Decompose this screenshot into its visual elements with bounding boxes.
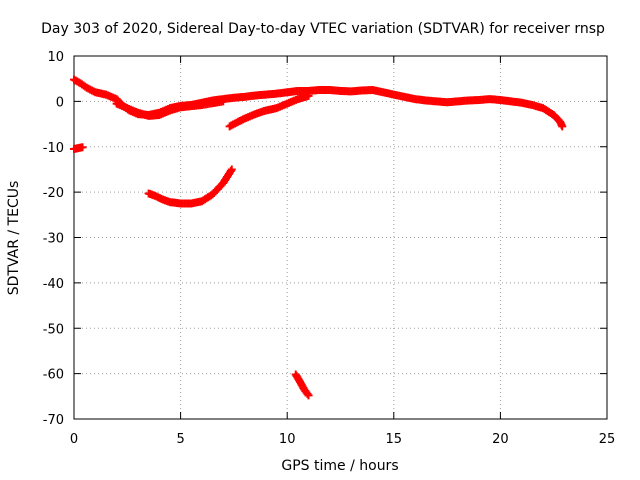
y-tick-label: -20 bbox=[43, 186, 64, 201]
y-tick-label: -60 bbox=[43, 368, 64, 383]
x-tick-label: 0 bbox=[70, 432, 78, 447]
x-tick-label: 25 bbox=[599, 432, 616, 447]
y-tick-label: -30 bbox=[43, 232, 64, 247]
y-tick-label: 10 bbox=[47, 50, 64, 65]
data-point bbox=[558, 122, 567, 131]
series-rising-track bbox=[225, 91, 313, 131]
y-tick-label: -40 bbox=[43, 277, 64, 292]
series-arc-segment bbox=[144, 165, 236, 208]
x-tick-label: 20 bbox=[492, 432, 509, 447]
data-point bbox=[304, 91, 313, 100]
grid-lines bbox=[74, 56, 607, 419]
series-drop-segment bbox=[291, 370, 313, 400]
series-main-track bbox=[70, 75, 567, 131]
y-tick-label: -50 bbox=[43, 322, 64, 337]
tick-labels: 0 5 10 15 20 25 10 0 -10 -20 -30 -40 -50 -60 -70 bbox=[43, 50, 616, 447]
data-point bbox=[304, 391, 313, 400]
series-secondary-band bbox=[112, 97, 228, 120]
series-early-segment bbox=[70, 143, 87, 154]
data-point bbox=[78, 143, 87, 152]
axis-ticks bbox=[73, 55, 608, 420]
y-axis-title: SDTVAR / TECUs bbox=[6, 181, 22, 296]
y-tick-label: -10 bbox=[43, 141, 64, 156]
x-tick-label: 10 bbox=[279, 432, 296, 447]
y-tick-label: -70 bbox=[43, 413, 64, 428]
x-axis-title: GPS time / hours bbox=[281, 458, 398, 474]
data-point bbox=[303, 389, 312, 398]
y-tick-label: 0 bbox=[56, 95, 64, 110]
data-point bbox=[227, 165, 236, 174]
x-tick-label: 15 bbox=[386, 432, 403, 447]
chart-title: Day 303 of 2020, Sidereal Day-to-day VTE… bbox=[41, 21, 605, 37]
data-point bbox=[219, 97, 228, 106]
data-points bbox=[70, 75, 567, 400]
x-tick-label: 5 bbox=[176, 432, 184, 447]
